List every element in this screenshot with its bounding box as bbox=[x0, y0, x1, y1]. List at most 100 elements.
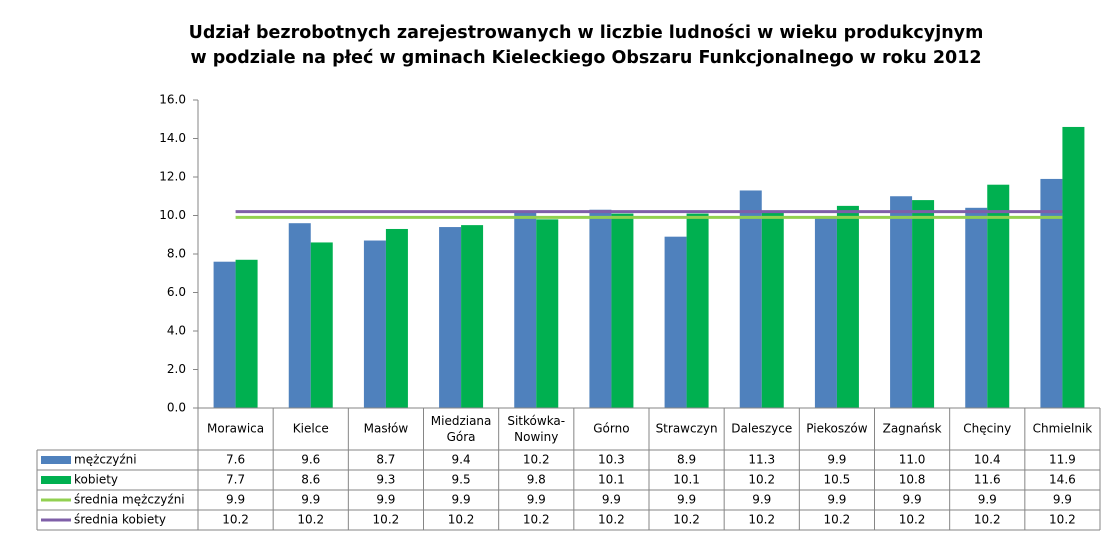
y-tick-label: 12.0 bbox=[159, 170, 186, 184]
table-value: 10.2 bbox=[899, 513, 926, 527]
bar bbox=[965, 207, 988, 408]
bar bbox=[514, 211, 537, 408]
table-value: 10.2 bbox=[598, 513, 625, 527]
x-tick-label: Miedziana Góra bbox=[431, 414, 492, 444]
bar bbox=[235, 259, 258, 408]
table-value: 10.2 bbox=[222, 513, 249, 527]
bar bbox=[385, 228, 408, 408]
x-tick-label: Zagnańsk bbox=[883, 422, 942, 436]
bar bbox=[589, 209, 612, 408]
bar bbox=[213, 261, 236, 408]
x-tick-label: Piekoszów bbox=[806, 422, 867, 436]
chart-title: w podziale na płeć w gminach Kieleckiego… bbox=[190, 48, 981, 68]
table-value: 9.3 bbox=[376, 473, 395, 487]
bar bbox=[461, 225, 484, 408]
table-value: 10.2 bbox=[824, 513, 851, 527]
table-value: 10.2 bbox=[748, 473, 775, 487]
table-value: 10.1 bbox=[673, 473, 700, 487]
y-tick-label: 0.0 bbox=[167, 401, 186, 415]
bar bbox=[890, 196, 913, 408]
table-value: 10.4 bbox=[974, 453, 1001, 467]
legend-label: średnia kobiety bbox=[74, 513, 166, 527]
table-value: 9.9 bbox=[376, 493, 395, 507]
table-value: 9.9 bbox=[677, 493, 696, 507]
y-tick-label: 8.0 bbox=[167, 247, 186, 261]
table-value: 9.8 bbox=[527, 473, 546, 487]
table-value: 9.9 bbox=[527, 493, 546, 507]
bar bbox=[912, 200, 935, 408]
bar bbox=[836, 205, 859, 408]
table-value: 9.9 bbox=[827, 453, 846, 467]
table-value: 10.1 bbox=[598, 473, 625, 487]
y-tick-label: 16.0 bbox=[159, 93, 186, 107]
x-tick-label: Daleszyce bbox=[731, 422, 792, 436]
legend-key bbox=[41, 456, 71, 464]
table-value: 9.9 bbox=[903, 493, 922, 507]
table-value: 11.3 bbox=[748, 453, 775, 467]
table-value: 9.9 bbox=[301, 493, 320, 507]
table-value: 10.2 bbox=[974, 513, 1001, 527]
bar bbox=[611, 213, 634, 408]
y-tick-label: 2.0 bbox=[167, 362, 186, 376]
bar bbox=[739, 190, 762, 408]
table-value: 14.6 bbox=[1049, 473, 1076, 487]
table-value: 9.9 bbox=[1053, 493, 1072, 507]
table-value: 8.7 bbox=[376, 453, 395, 467]
table-value: 7.6 bbox=[226, 453, 245, 467]
table-value: 11.0 bbox=[899, 453, 926, 467]
table-value: 7.7 bbox=[226, 473, 245, 487]
table-value: 9.9 bbox=[978, 493, 997, 507]
table-value: 11.9 bbox=[1049, 453, 1076, 467]
chart-title: Udział bezrobotnych zarejestrowanych w l… bbox=[189, 23, 984, 43]
bar bbox=[664, 236, 687, 408]
table-value: 9.5 bbox=[452, 473, 471, 487]
table-value: 10.2 bbox=[748, 513, 775, 527]
bar bbox=[987, 184, 1010, 408]
x-tick-label: Masłów bbox=[364, 422, 409, 436]
table-value: 9.4 bbox=[452, 453, 471, 467]
table-value: 9.9 bbox=[827, 493, 846, 507]
x-tick-label: Chęciny bbox=[963, 422, 1011, 436]
y-tick-label: 14.0 bbox=[159, 131, 186, 145]
table-value: 10.2 bbox=[523, 453, 550, 467]
bar bbox=[363, 240, 386, 408]
table-value: 10.2 bbox=[373, 513, 400, 527]
x-tick-label: Sitkówka-Nowiny bbox=[507, 414, 565, 444]
legend-label: średnia mężczyźni bbox=[74, 493, 185, 507]
table-value: 10.8 bbox=[899, 473, 926, 487]
table-value: 9.9 bbox=[226, 493, 245, 507]
x-tick-label: Morawica bbox=[207, 422, 264, 436]
table-value: 10.2 bbox=[1049, 513, 1076, 527]
x-tick-label: Górno bbox=[593, 422, 629, 436]
bar bbox=[536, 219, 559, 408]
table-value: 8.6 bbox=[301, 473, 320, 487]
table-value: 10.2 bbox=[297, 513, 324, 527]
y-tick-label: 4.0 bbox=[167, 324, 186, 338]
bar bbox=[288, 223, 311, 408]
bar bbox=[686, 213, 709, 408]
table-value: 9.9 bbox=[752, 493, 771, 507]
table-value: 8.9 bbox=[677, 453, 696, 467]
bar bbox=[1040, 178, 1063, 408]
legend-key bbox=[41, 476, 71, 484]
legend-label: mężczyźni bbox=[74, 453, 137, 467]
table-value: 10.2 bbox=[448, 513, 475, 527]
table-value: 10.5 bbox=[824, 473, 851, 487]
x-tick-label: Chmielnik bbox=[1033, 422, 1093, 436]
x-tick-label: Strawczyn bbox=[656, 422, 718, 436]
bar bbox=[814, 217, 837, 408]
table-value: 10.2 bbox=[523, 513, 550, 527]
bar bbox=[761, 211, 784, 408]
y-tick-label: 10.0 bbox=[159, 208, 186, 222]
legend-label: kobiety bbox=[74, 473, 118, 487]
x-tick-label: Kielce bbox=[293, 422, 329, 436]
bar bbox=[439, 227, 462, 408]
table-value: 10.2 bbox=[673, 513, 700, 527]
bar bbox=[1062, 126, 1085, 408]
bar bbox=[310, 242, 333, 408]
table-value: 10.3 bbox=[598, 453, 625, 467]
table-value: 9.9 bbox=[602, 493, 621, 507]
table-value: 11.6 bbox=[974, 473, 1001, 487]
table-value: 9.9 bbox=[452, 493, 471, 507]
